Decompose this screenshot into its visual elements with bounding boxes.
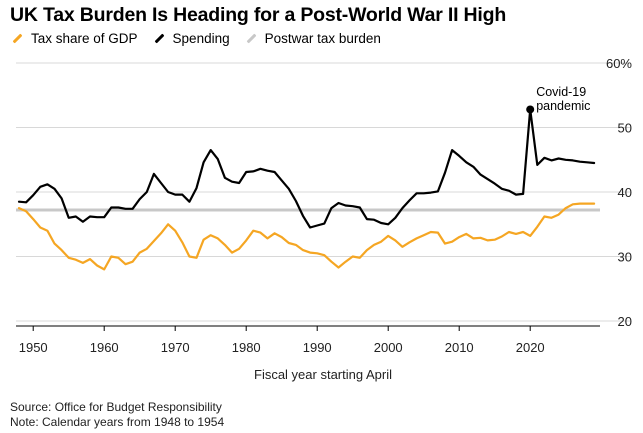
legend-label-postwar: Postwar tax burden	[264, 31, 381, 46]
x-tick-label: 1980	[232, 340, 261, 355]
source-note: Source: Office for Budget Responsibility	[10, 400, 222, 414]
footnote: Note: Calendar years from 1948 to 1954	[10, 415, 225, 429]
y-axis: 20 30 40 50 60%	[606, 56, 632, 329]
legend-item-postwar: Postwar tax burden	[246, 31, 381, 46]
series-line-spending	[17, 108, 596, 229]
legend-item-tax-share: Tax share of GDP	[12, 31, 138, 46]
series-line-tax-share-of-gdp	[17, 202, 596, 271]
legend: Tax share of GDP Spending Postwar tax bu…	[12, 31, 397, 46]
x-tick-label: 1960	[90, 340, 119, 355]
x-tick-label: 1970	[161, 340, 190, 355]
legend-label-tax-share: Tax share of GDP	[31, 31, 138, 46]
covid-peak-marker	[526, 105, 535, 114]
y-tick-label: 40	[618, 185, 632, 200]
y-tick-label: 50	[618, 121, 632, 136]
legend-label-spending: Spending	[172, 31, 230, 46]
legend-item-spending: Spending	[154, 31, 230, 46]
annotation-label: pandemic	[536, 99, 590, 113]
x-axis: 1950 1960 1970 1980 1990 2000 2010 2020	[16, 325, 600, 355]
y-tick-label: 20	[618, 314, 632, 329]
y-tick-label: 30	[618, 250, 632, 265]
x-tick-label: 2020	[516, 340, 545, 355]
x-tick-label: 2010	[445, 340, 474, 355]
x-tick-label: 2000	[374, 340, 403, 355]
y-tick-label: 60%	[606, 56, 632, 71]
x-tick-label: 1990	[303, 340, 332, 355]
gridlines	[16, 62, 630, 322]
series-lines	[17, 108, 596, 271]
chart-title: UK Tax Burden Is Heading for a Post-Worl…	[10, 4, 507, 26]
x-tick-label: 1950	[19, 340, 48, 355]
x-axis-label: Fiscal year starting April	[254, 367, 392, 382]
annotation-label: Covid-19	[536, 85, 586, 99]
